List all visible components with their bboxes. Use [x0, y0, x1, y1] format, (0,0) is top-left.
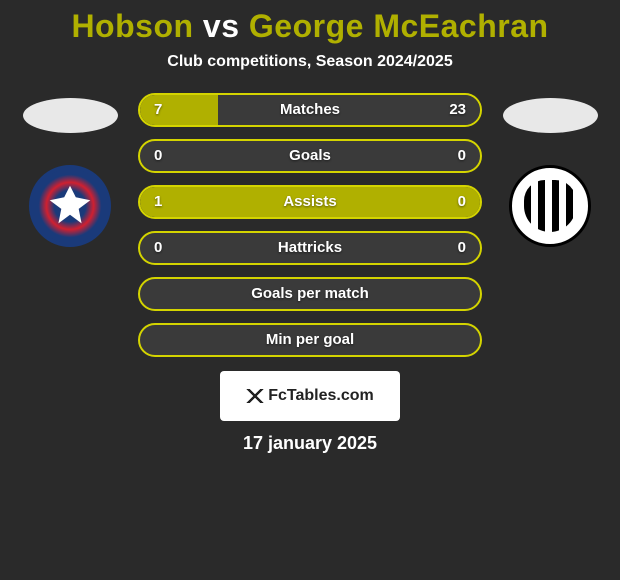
watermark-text: FcTables.com	[268, 387, 374, 405]
bar-right-value: 0	[458, 141, 466, 171]
subtitle: Club competitions, Season 2024/2025	[0, 53, 620, 71]
bar-left-value: 0	[154, 141, 162, 171]
bar-left-value: 7	[154, 95, 162, 125]
bar-label: Hattricks	[140, 233, 480, 263]
stat-bar: Min per goal	[138, 323, 482, 357]
right-side	[490, 93, 610, 247]
bar-left-value: 0	[154, 233, 162, 263]
player2-avatar	[503, 98, 598, 133]
stat-bar: Goals per match	[138, 277, 482, 311]
bar-label: Min per goal	[140, 325, 480, 355]
left-side	[10, 93, 130, 247]
stat-bar: Hattricks0 0	[138, 231, 482, 265]
stat-bars: Matches723Goals00Assists10Hattricks00Goa…	[130, 93, 490, 357]
bar-right-value: 0	[458, 233, 466, 263]
date-label: 17 january 2025	[0, 433, 620, 454]
main-row: Matches723Goals00Assists10Hattricks00Goa…	[0, 93, 620, 357]
comparison-card: Hobson vs George McEachran Club competit…	[0, 0, 620, 454]
player1-avatar	[23, 98, 118, 133]
bar-label: Goals	[140, 141, 480, 171]
watermark-icon	[246, 389, 264, 403]
watermark: FcTables.com	[220, 371, 400, 421]
player1-club-badge	[29, 165, 111, 247]
player2-club-badge	[509, 165, 591, 247]
stat-bar: Assists1 0	[138, 185, 482, 219]
stat-bar: Goals0 0	[138, 139, 482, 173]
bar-label: Assists	[140, 187, 480, 217]
vs-text: vs	[203, 8, 240, 44]
stat-bar: Matches7 23	[138, 93, 482, 127]
player1-name: Hobson	[71, 8, 193, 44]
bar-right-value: 23	[449, 95, 466, 125]
player2-name: George McEachran	[249, 8, 549, 44]
page-title: Hobson vs George McEachran	[0, 8, 620, 45]
bar-left-value: 1	[154, 187, 162, 217]
bar-right-value: 0	[458, 187, 466, 217]
bar-label: Goals per match	[140, 279, 480, 309]
bar-label: Matches	[140, 95, 480, 125]
